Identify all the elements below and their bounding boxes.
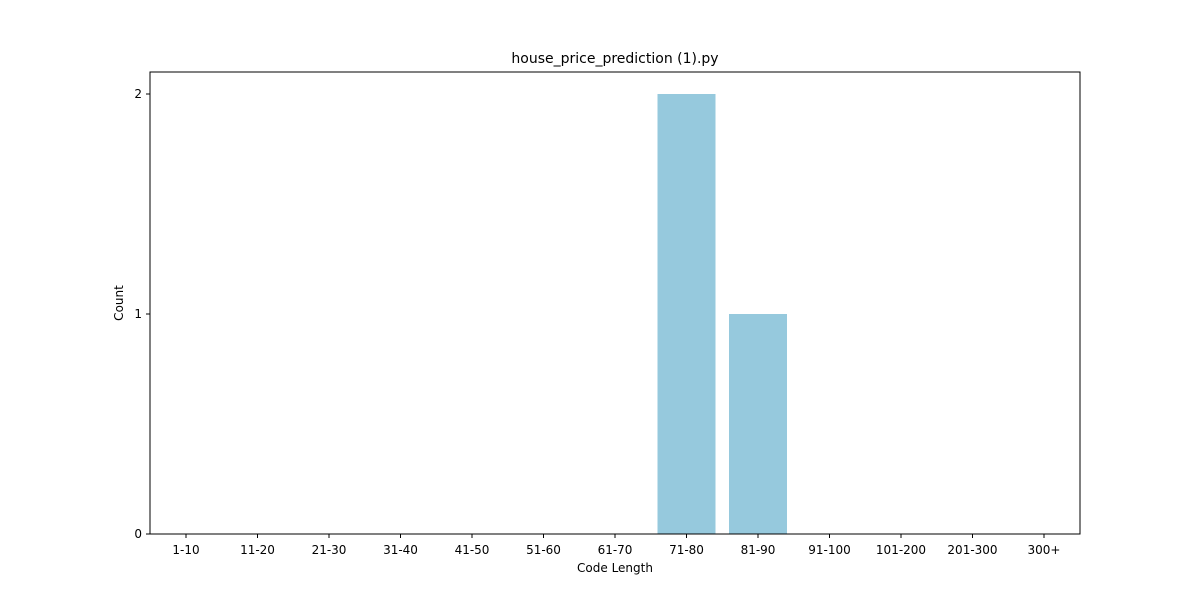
x-axis-label: Code Length — [577, 561, 653, 575]
y-axis-label: Count — [112, 285, 126, 321]
x-tick-label: 41-50 — [455, 543, 490, 557]
y-tick-label: 1 — [134, 307, 142, 321]
plot-frame — [149, 71, 1081, 535]
x-tick-label: 201-300 — [947, 543, 997, 557]
y-tick-label: 0 — [134, 527, 142, 541]
x-axis: 1-10 11-20 21-30 31-40 41-50 51-60 61-70 71-80 8… — [172, 534, 1060, 557]
x-tick-label: 31-40 — [383, 543, 418, 557]
x-tick-label: 71-80 — [669, 543, 704, 557]
x-tick-label: 81-90 — [741, 543, 776, 557]
chart-title: house_price_prediction (1).py — [511, 51, 718, 67]
bar-71-80 — [657, 94, 716, 534]
x-tick-label: 1-10 — [172, 543, 199, 557]
bars-group — [657, 94, 787, 534]
x-tick-label: 300+ — [1028, 543, 1061, 557]
x-tick-label: 61-70 — [598, 543, 633, 557]
y-tick-label: 2 — [134, 87, 142, 101]
y-axis: 0 1 2 — [134, 87, 150, 541]
bar-81-90 — [729, 314, 787, 534]
x-tick-label: 51-60 — [526, 543, 561, 557]
x-tick-label: 101-200 — [876, 543, 926, 557]
x-tick-label: 91-100 — [808, 543, 851, 557]
x-tick-label: 11-20 — [240, 543, 275, 557]
x-tick-label: 21-30 — [312, 543, 347, 557]
